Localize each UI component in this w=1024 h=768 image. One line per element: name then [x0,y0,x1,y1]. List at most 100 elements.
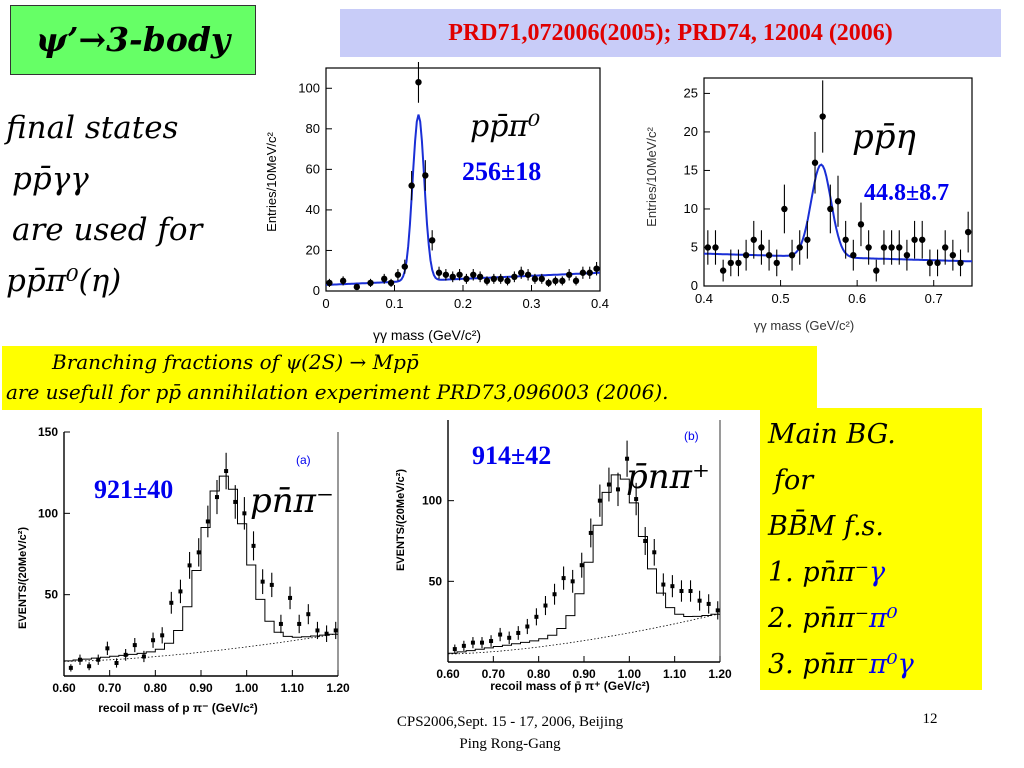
chart-ppi0-xtick-label: 0.4 [591,296,609,311]
chart-peta-data-point [949,251,957,259]
chart-pnpi-minus-data-point [242,511,247,516]
chart-pnpi-minus-data-point [105,646,110,651]
chart-peta-data-point [735,259,742,267]
chart-ppi0-xtick-label: 0.2 [454,296,472,311]
chart-peta-xtick-label: 0.4 [695,291,713,306]
chart-peta-data-point [850,251,857,259]
chart-ppi0-xlabel: γγ mass (GeV/c²) [373,327,481,343]
chart-ppi0-ytick-label: 100 [298,80,320,95]
chart-pnpi-minus-xtick-label: 0.80 [144,681,168,695]
chart-ppi0-data-point [593,265,600,272]
chart-ppi0-data-point [531,275,539,283]
left-text-line-2: pp̄γγ [12,161,89,197]
chart-ppi0-data-point [428,237,436,244]
chart-pnpi-minus-data-point [251,543,256,548]
background-item-1-suffix: γ [869,557,886,588]
chart-peta-data-point [712,244,719,251]
branching-note: Branching fractions of ψ(2S) → Mpp̄ are … [2,346,817,410]
chart-ppi0-ytick-label: 0 [313,283,320,298]
chart-ppi0-ytick-label: 60 [306,161,320,176]
chart-pnpi-plus-ylabel: EVENTS/(20MeV/c²) [395,469,407,571]
chart-pnpi-minus-data-point [132,643,137,648]
chart-ppi0-xtick-label: 0.3 [522,296,540,311]
chart-ppi0-data-point [524,271,532,278]
chart-ppi0-ytick-label: 40 [306,202,320,217]
chart-pnpi-plus-xtick-label: 0.90 [572,667,596,681]
chart-pnpi-plus-ytick-label: 100 [422,494,442,508]
chart-pnpi-minus-xtick-label: 0.70 [98,681,122,695]
chart-peta-ytick-label: 5 [691,239,698,254]
chart-pnpi-minus-xlabel: recoil mass of p π⁻ (GeV/c²) [98,701,258,715]
chart-peta-marks: 0.4 0.5 0.6 0.7 0 5 10 15 20 25 [684,77,973,306]
chart-peta-data-point [842,236,849,243]
chart-ppi0-data-point [497,275,504,283]
chart-ppi0-data-point [401,263,408,270]
chart-pnpi-minus-data-point [233,499,238,504]
background-box-line-3: BB̄M f.s. [768,511,884,542]
chart-pnpi-plus-marks: 0.60 0.70 0.80 0.90 1.00 1.10 1.20 50 100 [422,420,732,681]
left-text-line-1: final states [6,110,179,146]
chart-pnpi-minus-xtick-label: 0.60 [52,681,76,695]
chart-pnpi-minus-ylabel: EVENTS/(20MeV/c²) [17,527,29,629]
reference-banner: PRD71,072006(2005); PRD74, 12004 (2006) [340,9,1001,57]
chart-peta-data-point [742,251,750,259]
chart-ppi0-ytick-label: 20 [306,242,320,257]
chart-pnpi-minus-data-point [269,582,274,587]
chart-pnpi-minus-yield: 921±40 [94,475,173,504]
chart-pnpi-plus-data-point [452,647,457,652]
chart-ppi0-ytick-label: 80 [306,121,320,136]
chart-peta-data-point [819,113,826,120]
chart-pnpi-plus-data-point [597,498,602,503]
chart-pnpi-minus-data-point [196,550,201,555]
chart-peta-data-point [865,244,872,251]
chart-ppi0-data-point [511,273,518,281]
page-number: 12 [922,711,938,727]
chart-ppi0-data-point [504,277,511,285]
chart-pnpi-plus-data-point [461,643,466,648]
chart-pnpi-plus-mc-histogram [448,474,720,654]
chart-peta-data-point [942,244,949,251]
chart-pnpi-plus-xlabel: recoil mass of p̄ π⁺ (GeV/c²) [490,679,650,693]
chart-ppi0-data-point [476,273,484,281]
chart-peta-data-point [719,267,727,274]
chart-ppi0-data-point [339,277,347,285]
background-item-1-prefix: 1. pn̄π⁻ [768,557,870,588]
chart-peta-data-point [957,259,964,267]
chart-pnpi-minus-xtick-label: 1.10 [281,681,305,695]
chart-peta-ytick-label: 0 [691,278,698,293]
chart-peta-data-point [765,251,773,259]
chart-peta-data-point [964,228,972,236]
chart-pnpi-plus-background-curve [448,613,721,655]
chart-ppi0-data-point [353,283,361,291]
slide-title: ψ’→3-body [10,5,256,75]
chart-pnpi-minus-marks: 0.60 0.70 0.80 0.90 1.00 1.10 1.20 50 100 150 [38,425,350,695]
chart-pnpi-minus-data-point [151,638,156,643]
chart-ppi0-xtick-label: 0.1 [385,296,403,311]
left-annotation: final states pp̄γγ are used for pp̄π⁰(η) [6,103,261,307]
footer-line-1: CPS2006,Sept. 15 - 17, 2006, Beijing [396,714,624,730]
chart-peta-data-point [781,205,788,213]
chart-ppi0-data-point [463,275,470,283]
chart-peta-data-point [796,244,803,251]
chart-pnpi-minus-xtick-label: 1.00 [235,681,259,695]
chart-pnpi-minus-data-point [224,469,229,474]
chart-ppi0-fit-curve [325,114,600,286]
chart-peta-data-point [788,251,796,259]
chart-pnpi-minus-panel: (a) [296,453,311,467]
chart-ppi0-data-point [483,277,491,285]
chart-pnpi-plus-xtick-label: 1.10 [663,667,687,681]
chart-pnpi-minus-ytick-label: 100 [38,506,58,520]
chart-ppi0-data-point [518,269,525,276]
chart-pnpi-minus-data-point [214,495,219,500]
chart-ppi0-data-point [367,279,374,287]
chart-pnpi-minus-data-point [114,660,119,665]
chart-pnpi-plus-xtick-label: 0.70 [482,667,506,681]
chart-pnpi-plus-data-point [570,579,575,584]
chart-peta-data-point [827,205,834,213]
chart-pnpi-plus-ytick-label: 50 [429,574,443,588]
chart-pnpi-minus-data-point [333,628,338,633]
chart-ppi0-data-point [470,271,477,278]
chart-pnpi-minus-data-point [160,633,165,638]
chart-peta-data-point [804,236,811,243]
chart-ppi0-data-point [387,279,395,287]
